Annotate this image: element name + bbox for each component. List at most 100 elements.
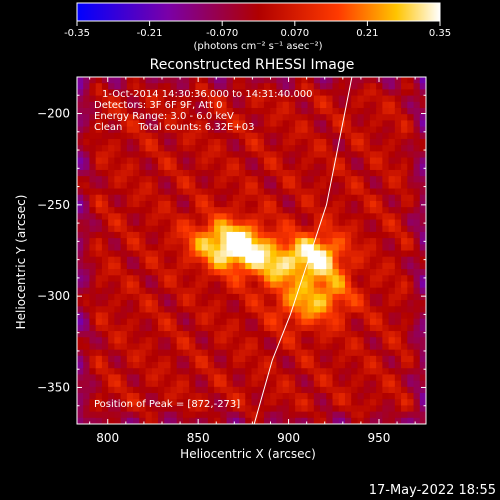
heatmap-cell [232,417,240,424]
heatmap-cell [263,163,271,171]
heatmap-cell [108,355,115,363]
heatmap-cell [220,107,228,115]
heatmap-cell [382,188,390,196]
heatmap-cell [394,176,402,183]
heatmap-cell [394,114,402,121]
heatmap-cell [89,405,97,413]
heatmap-cell [251,207,259,214]
heatmap-cell [201,114,209,121]
heatmap-cell [313,83,321,90]
heatmap-cell [407,318,415,326]
heatmap-cell [108,101,115,109]
heatmap-cell [351,182,359,190]
heatmap-cell [394,405,402,413]
heatmap-cell [419,244,426,252]
heatmap-cell [207,163,215,171]
heatmap-cell [95,399,103,407]
heatmap-cell [419,95,426,103]
heatmap-cell [214,188,221,196]
heatmap-cell [288,386,296,394]
heatmap-cell [394,349,402,357]
heatmap-cell [226,318,234,326]
heatmap-cell [182,312,190,320]
heatmap-cell [320,331,327,338]
heatmap-cell [326,368,334,376]
heatmap-cell [332,368,340,376]
heatmap-cell [388,306,396,314]
heatmap-cell [164,138,172,146]
heatmap-cell [126,343,134,351]
heatmap-cell [363,411,371,419]
heatmap-cell [301,318,309,326]
heatmap-cell [95,355,103,363]
heatmap-cell [376,331,383,338]
heatmap-cell [164,300,172,307]
heatmap-cell [363,306,371,314]
heatmap-cell [376,169,383,177]
heatmap-cell [207,120,215,128]
heatmap-cell [245,194,253,202]
heatmap-cell [326,238,334,245]
heatmap-cell [164,194,172,202]
heatmap-cell [133,337,140,345]
heatmap-cell [376,386,383,394]
heatmap-cell [413,306,421,314]
heatmap-cell [126,293,134,301]
heatmap-cell [376,362,383,369]
heatmap-cell [108,238,115,245]
heatmap-cell [182,145,190,152]
heatmap-cell [313,238,321,245]
heatmap-cell [220,306,228,314]
heatmap-cell [320,281,327,289]
heatmap-cell [158,368,165,376]
heatmap-cell [182,138,190,146]
heatmap-cell [282,337,290,345]
heatmap-cell [214,231,221,239]
heatmap-cell [151,114,159,121]
heatmap-cell [251,380,259,388]
heatmap-cell [419,194,426,202]
heatmap-cell [195,312,203,320]
heatmap-cell [83,163,91,171]
heatmap-cell [363,83,371,90]
heatmap-cell [351,318,359,326]
heatmap-cell [369,120,377,128]
heatmap-cell [195,374,203,382]
heatmap-cell [176,399,184,407]
heatmap-cell [263,207,271,214]
heatmap-cell [332,89,340,97]
heatmap-cell [145,126,153,134]
heatmap-cell [139,213,147,221]
heatmap-cell [363,219,371,227]
heatmap-cell [182,300,190,307]
heatmap-cell [139,244,147,252]
heatmap-cell [220,262,228,270]
heatmap-cell [401,163,408,171]
heatmap-cell [401,244,408,252]
heatmap-cell [295,275,302,283]
heatmap-cell [413,417,421,424]
heatmap-cell [257,219,265,227]
heatmap-cell [89,145,97,152]
heatmap-cell [282,132,290,140]
heatmap-cell [382,331,390,338]
heatmap-cell [239,231,246,239]
heatmap-cell [83,343,91,351]
heatmap-cell [126,337,134,345]
heatmap-cell [145,318,153,326]
heatmap-cell [276,262,284,270]
heatmap-cell [176,151,184,159]
heatmap-cell [232,194,240,202]
heatmap-cell [338,337,346,345]
heatmap-cell [301,405,309,413]
heatmap-cell [151,132,159,140]
heatmap-cell [263,219,271,227]
heatmap-cell [89,331,97,338]
heatmap-cell [164,324,172,332]
heatmap-cell [270,213,278,221]
heatmap-cell [282,207,290,214]
heatmap-cell [363,368,371,376]
heatmap-cell [114,107,122,115]
heatmap-cell [182,393,190,400]
heatmap-cell [251,120,259,128]
